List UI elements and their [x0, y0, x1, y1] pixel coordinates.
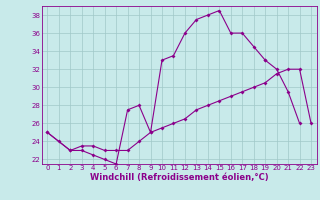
X-axis label: Windchill (Refroidissement éolien,°C): Windchill (Refroidissement éolien,°C): [90, 173, 268, 182]
